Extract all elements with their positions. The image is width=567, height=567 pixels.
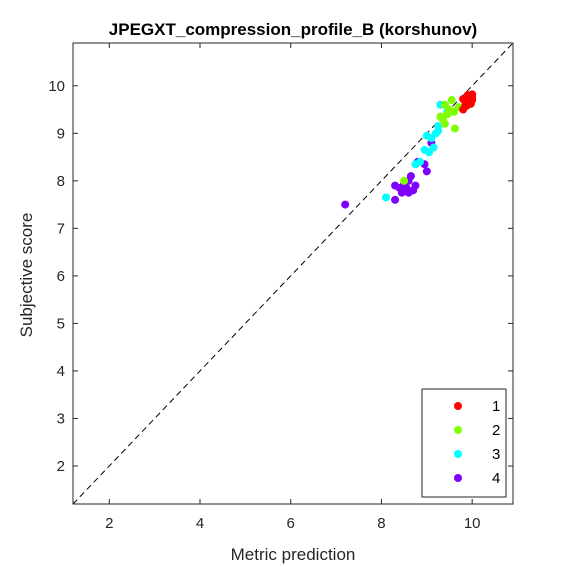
legend-marker-3 (454, 450, 462, 458)
y-tick-label: 7 (57, 220, 65, 237)
x-tick-label: 6 (287, 515, 295, 532)
y-axis-label: Subjective score (17, 213, 36, 338)
x-tick-label: 2 (105, 515, 113, 532)
data-point-series-4 (341, 200, 350, 209)
data-point-series-1 (468, 94, 477, 103)
legend-marker-2 (454, 426, 462, 434)
data-point-series-3 (425, 148, 434, 157)
legend-box (421, 388, 507, 498)
y-tick-label: 4 (57, 363, 65, 380)
legend-marker-4 (454, 474, 462, 482)
data-point-series-3 (411, 160, 420, 169)
plot-area: 2 4 6 8 10 2 3 4 5 6 7 8 9 10 1 2 3 4 (48, 42, 514, 532)
legend-label-1: 1 (492, 398, 500, 415)
legend-marker-1 (454, 402, 462, 410)
data-point-series-3 (434, 126, 443, 135)
y-tick-label: 9 (57, 125, 65, 142)
data-point-series-2 (450, 124, 459, 133)
y-tick-label: 2 (57, 458, 65, 475)
data-point-series-2 (440, 119, 449, 128)
y-tick-label: 10 (48, 78, 65, 95)
data-point-series-2 (400, 176, 409, 185)
data-point-series-3 (422, 131, 431, 140)
y-tick-label: 3 (57, 410, 65, 427)
data-point-series-4 (391, 195, 400, 204)
x-tick-label: 8 (377, 515, 385, 532)
x-tick-label: 10 (464, 515, 481, 532)
x-tick-label: 4 (196, 515, 204, 532)
data-point-series-4 (406, 172, 415, 181)
x-axis-label: Metric prediction (231, 545, 356, 564)
data-point-series-4 (404, 188, 413, 197)
data-point-series-2 (447, 96, 456, 105)
data-point-series-4 (422, 167, 431, 176)
y-tick-label: 6 (57, 268, 65, 285)
data-point-series-3 (381, 193, 390, 202)
data-point-series-1 (461, 96, 470, 105)
data-point-series-4 (411, 181, 420, 190)
axes-box (72, 42, 514, 505)
y-tick-label: 5 (57, 315, 65, 332)
legend-label-3: 3 (492, 446, 500, 463)
legend-label-2: 2 (492, 422, 500, 439)
legend-label-4: 4 (492, 470, 500, 487)
data-point-series-1 (459, 105, 468, 114)
chart-title: JPEGXT_compression_profile_B (korshunov) (109, 20, 477, 39)
y-tick-label: 8 (57, 173, 65, 190)
